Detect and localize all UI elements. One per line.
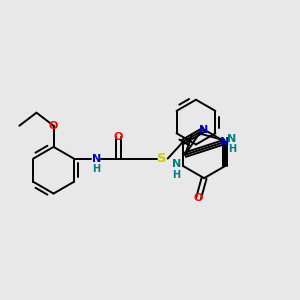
Text: N: N xyxy=(200,124,209,135)
Text: N: N xyxy=(227,134,236,144)
Text: H: H xyxy=(228,144,236,154)
Text: O: O xyxy=(194,194,203,203)
Text: N: N xyxy=(92,154,101,164)
Text: S: S xyxy=(157,152,167,165)
Text: N: N xyxy=(220,137,230,147)
Text: N: N xyxy=(172,160,181,170)
Text: O: O xyxy=(49,121,58,131)
Text: O: O xyxy=(114,132,123,142)
Text: H: H xyxy=(172,170,180,180)
Text: H: H xyxy=(92,164,100,174)
